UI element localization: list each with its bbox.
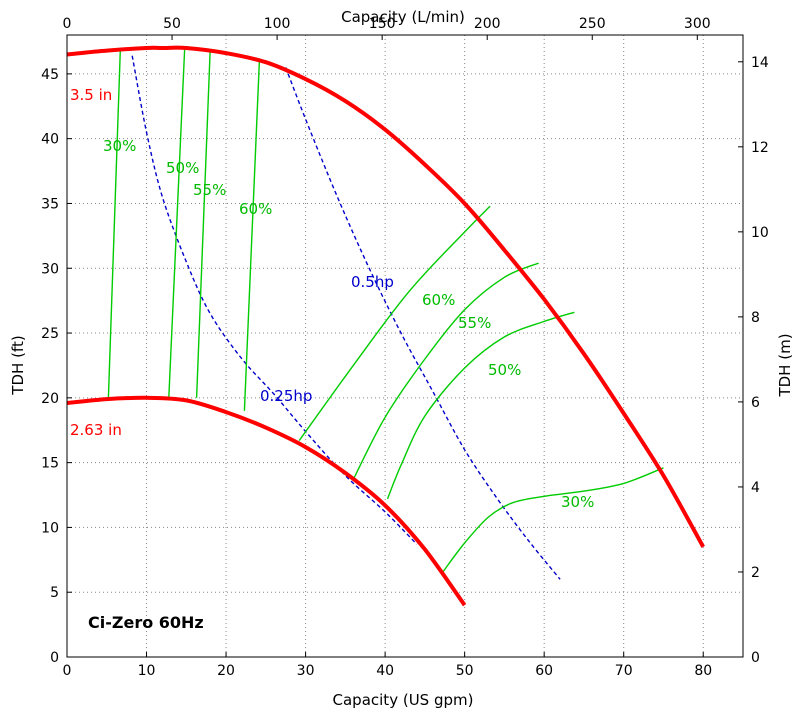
y-tick-label: 15 bbox=[41, 456, 59, 472]
power-label-0-25hp: 0.25hp bbox=[260, 387, 312, 405]
efficiency-line bbox=[352, 262, 539, 480]
y2-tick-label: 8 bbox=[751, 310, 760, 326]
x2-tick-label: 100 bbox=[264, 16, 291, 32]
y-tick-label: 35 bbox=[41, 196, 59, 212]
y-tick-label: 30 bbox=[41, 261, 59, 277]
x2-tick-label: 200 bbox=[474, 16, 501, 32]
efficiency-label-60-right: 60% bbox=[422, 291, 455, 309]
x-tick-label: 80 bbox=[694, 663, 712, 679]
efficiency-label-50-left: 50% bbox=[166, 159, 199, 177]
efficiency-line bbox=[386, 311, 575, 500]
y2-tick-label: 4 bbox=[751, 480, 760, 496]
efficiency-line bbox=[243, 58, 261, 411]
x2-tick-label: 250 bbox=[579, 16, 606, 32]
x-tick-label: 40 bbox=[376, 663, 394, 679]
y-tick-label: 40 bbox=[41, 132, 59, 148]
x-tick-label: 0 bbox=[63, 663, 72, 679]
y2-tick-label: 10 bbox=[751, 225, 769, 241]
y-tick-label: 5 bbox=[50, 585, 59, 601]
y2-tick-label: 12 bbox=[751, 140, 769, 156]
x-axis-title: Capacity (US gpm) bbox=[333, 691, 474, 709]
x-tick-label: 70 bbox=[615, 663, 633, 679]
x2-tick-label: 300 bbox=[684, 16, 711, 32]
efficiency-line bbox=[168, 47, 186, 398]
x-tick-label: 20 bbox=[217, 663, 235, 679]
efficiency-line bbox=[107, 50, 121, 398]
y2-tick-label: 0 bbox=[751, 650, 760, 666]
power-label-0-5hp: 0.5hp bbox=[351, 273, 394, 291]
impeller-label-2-63: 2.63 in bbox=[70, 421, 122, 439]
efficiency-label-55-right: 55% bbox=[458, 314, 491, 332]
y-tick-label: 20 bbox=[41, 391, 59, 407]
impeller-curve bbox=[66, 395, 467, 607]
x-tick-label: 50 bbox=[456, 663, 474, 679]
efficiency-label-50-right: 50% bbox=[488, 361, 521, 379]
plot-frame bbox=[66, 34, 744, 658]
x2-tick-label: 0 bbox=[63, 16, 72, 32]
y2-axis-title: TDH (m) bbox=[776, 333, 794, 397]
y-tick-label: 10 bbox=[41, 520, 59, 536]
x2-tick-label: 150 bbox=[369, 16, 396, 32]
series bbox=[66, 45, 705, 607]
y-tick-label: 0 bbox=[50, 650, 59, 666]
efficiency-label-30-right: 30% bbox=[561, 493, 594, 511]
x-tick-label: 30 bbox=[297, 663, 315, 679]
y-axis-title: TDH (ft) bbox=[9, 335, 27, 395]
x-tick-label: 60 bbox=[535, 663, 553, 679]
y2-tick-label: 14 bbox=[751, 55, 769, 71]
efficiency-line bbox=[195, 49, 211, 398]
y-tick-label: 25 bbox=[41, 326, 59, 342]
chart-title: Ci-Zero 60Hz bbox=[88, 613, 204, 632]
x2-tick-label: 50 bbox=[163, 16, 181, 32]
power-curve bbox=[131, 55, 418, 545]
y-tick-label: 45 bbox=[41, 67, 59, 83]
power-curve bbox=[285, 67, 561, 580]
impeller-curve bbox=[66, 45, 705, 548]
y2-tick-label: 6 bbox=[751, 395, 760, 411]
x2-axis-title: Capacity (L/min) bbox=[341, 8, 465, 26]
grid bbox=[67, 35, 743, 657]
efficiency-label-30-left: 30% bbox=[103, 137, 136, 155]
y2-tick-label: 2 bbox=[751, 565, 760, 581]
efficiency-label-60-left: 60% bbox=[239, 200, 272, 218]
efficiency-line bbox=[298, 205, 491, 442]
efficiency-line bbox=[442, 467, 664, 572]
x-tick-label: 10 bbox=[138, 663, 156, 679]
impeller-label-3-5: 3.5 in bbox=[70, 86, 112, 104]
efficiency-label-55-left: 55% bbox=[193, 181, 226, 199]
